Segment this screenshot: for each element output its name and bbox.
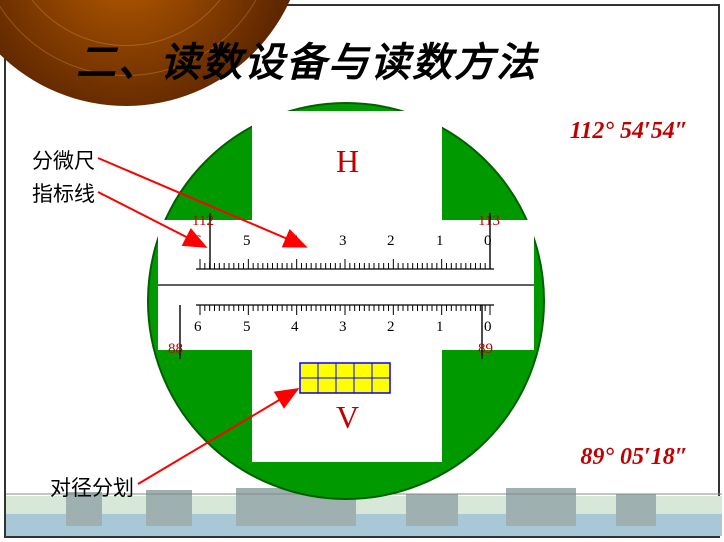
slide: 二、读数设备与读数方法 分微尺 指标线 对径分划 112° 54′54″ 89°… [4,4,720,538]
arrows-svg [6,6,722,540]
arrow-duijingfenhua [138,390,296,484]
arrow-fenweichi [98,158,304,246]
arrow-zhibiaoxian [98,192,204,246]
